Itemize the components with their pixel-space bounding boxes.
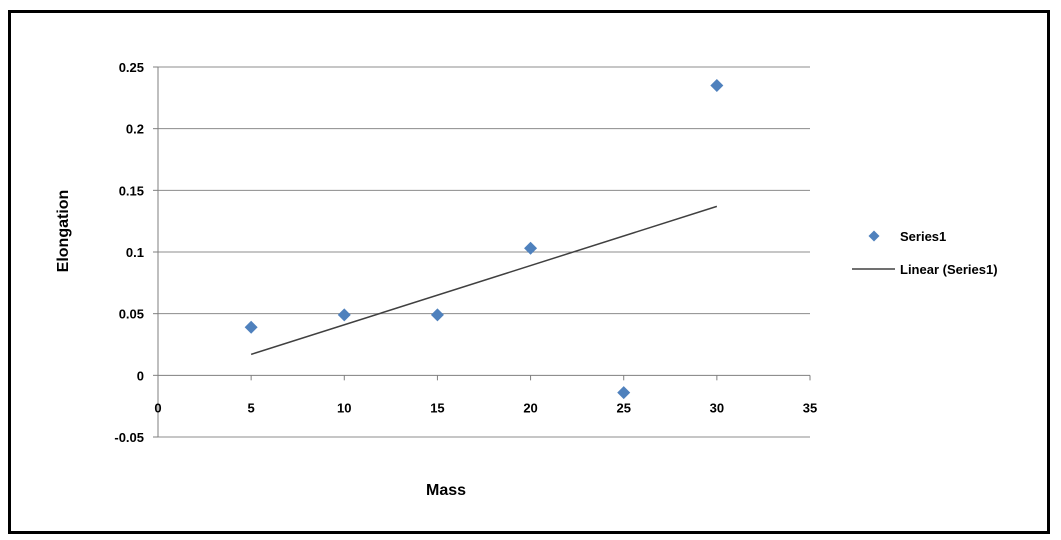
data-point [244,320,258,334]
data-point [524,241,538,255]
y-tick-label: 0.25 [119,60,144,75]
legend-label-trendline: Linear (Series1) [900,262,998,277]
data-point [337,308,351,322]
legend-marker-series1 [868,230,880,242]
y-tick-label: 0.15 [119,183,144,198]
x-axis-title: Mass [426,482,466,499]
x-tick-label: 15 [430,400,444,415]
data-point [617,386,631,400]
data-point [430,308,444,322]
x-tick-label: 30 [710,400,724,415]
chart-frame [8,10,1050,534]
y-tick-label: -0.05 [114,430,144,445]
y-axis-title: Elongation [55,190,72,273]
y-tick-label: 0 [137,368,144,383]
x-tick-label: 10 [337,400,351,415]
y-tick-label: 0.05 [119,307,144,322]
legend-label-series1: Series1 [900,229,946,244]
y-tick-label: 0.2 [126,122,144,137]
y-tick-label: 0.1 [126,245,144,260]
x-tick-label: 25 [616,400,630,415]
x-tick-label: 35 [803,400,817,415]
trendline [250,205,718,356]
x-tick-label: 5 [248,400,255,415]
x-tick-label: 20 [523,400,537,415]
x-tick-label: 0 [154,400,161,415]
data-point [710,79,724,92]
